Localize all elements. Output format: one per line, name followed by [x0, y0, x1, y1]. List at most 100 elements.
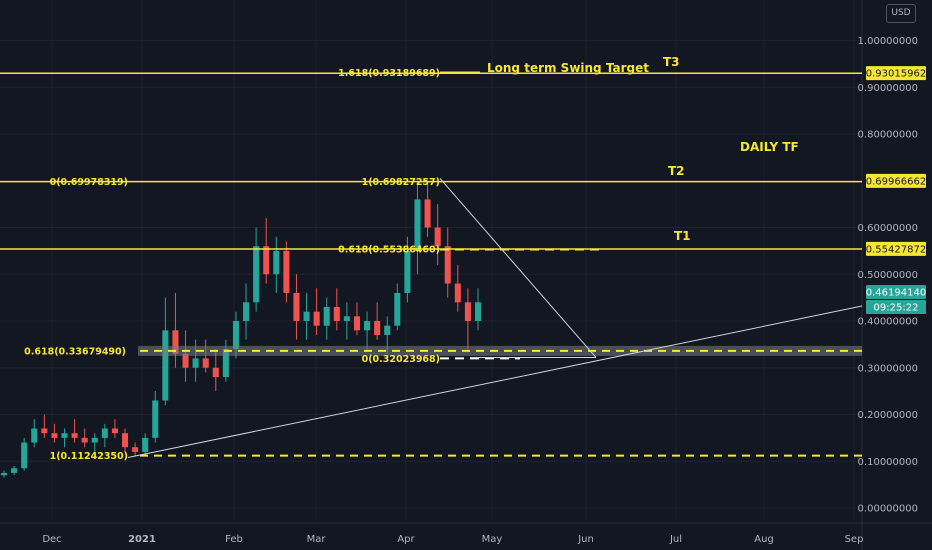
annotations: Long term Swing Target T3 DAILY TF T2 T1 [487, 55, 799, 243]
trend-line-rising [127, 305, 863, 458]
candle-body [152, 400, 159, 438]
y-tick-label: 0.30000000 [858, 363, 918, 374]
candle-body [323, 306, 330, 326]
candle-body [81, 437, 88, 443]
candle-body [142, 437, 149, 452]
candle-body [303, 311, 310, 321]
candle-body [404, 250, 411, 293]
candle-body [222, 349, 229, 378]
candle-body [172, 330, 179, 354]
price-label-box [866, 241, 926, 256]
annotation-label: Long term Swing Target [487, 61, 649, 75]
y-tick-label: 1.00000000 [858, 36, 918, 47]
candle-body [71, 433, 78, 438]
y-tick-label: 0.90000000 [858, 83, 918, 94]
candle-body [192, 358, 199, 368]
candle-body [232, 321, 239, 350]
candle-body [414, 199, 421, 251]
candle-body [364, 321, 371, 331]
price-label-text: 0.93015962 [866, 69, 926, 80]
candle-body [444, 246, 451, 284]
x-axis: Dec 2021 Feb Mar Apr May Jun Jul Aug Sep [42, 534, 863, 545]
annotation-label: DAILY TF [740, 140, 799, 154]
fib-label: 1(0.11242350) [50, 451, 128, 462]
currency-badge[interactable]: USD [886, 4, 916, 23]
trend-line-falling [439, 178, 597, 358]
candles [0, 180, 482, 478]
x-tick-label: Jul [669, 534, 682, 545]
price-label-text: 0.46194140 [866, 288, 926, 299]
candle-body [464, 302, 471, 321]
annotation-label: T1 [674, 229, 691, 243]
price-label-box [866, 173, 926, 188]
candle-body [243, 302, 250, 321]
candle-body [51, 433, 58, 438]
price-label-text: 0.69966662 [866, 176, 926, 187]
candle-body [293, 292, 300, 321]
annotation-label: T2 [668, 164, 685, 178]
fib-label: 0.618(0.55386460) [338, 245, 440, 256]
trend-lines [127, 178, 863, 458]
candle-body [132, 447, 139, 452]
candle-body [333, 306, 340, 321]
support-zone [138, 345, 862, 356]
y-tick-label: 0.60000000 [858, 223, 918, 234]
candle-body [263, 246, 270, 275]
x-tick-label: Apr [397, 534, 415, 545]
candle-body [273, 250, 280, 275]
x-tick-label: Dec [42, 534, 61, 545]
candle-body [353, 316, 361, 331]
fib-label: 0(0.32023968) [362, 354, 440, 365]
y-tick-label: 0.40000000 [858, 317, 918, 328]
price-label-box [866, 299, 926, 314]
price-label-box [866, 285, 926, 300]
fib-label: 1.618(0.93189689) [338, 68, 440, 79]
price-labels: 0.93015962 0.69966662 0.55427872 0.46194140… [866, 66, 926, 314]
candle-body [182, 353, 189, 368]
candle-body [474, 302, 482, 321]
price-label-text: 0.55427872 [866, 244, 926, 255]
candle-body [212, 367, 219, 378]
candle-body [121, 433, 129, 448]
x-tick-label: Aug [754, 534, 774, 545]
candle-body [162, 330, 169, 401]
x-tick-label: Feb [225, 534, 243, 545]
x-tick-label: Jun [577, 534, 594, 545]
candle-body [394, 292, 401, 326]
x-tick-label: Mar [307, 534, 327, 545]
candle-body [343, 316, 350, 321]
candle-body [41, 428, 48, 434]
candle-body [313, 311, 320, 326]
fib-label: 0(0.69978319) [50, 177, 128, 188]
y-tick-label: 0.10000000 [858, 457, 918, 468]
candle-body [91, 437, 98, 443]
candle-body [0, 472, 8, 476]
fib-labels: 1.618(0.93189689) 0(0.69978319) 1(0.698272… [24, 68, 440, 462]
annotation-label: T3 [663, 55, 680, 69]
candle-body [202, 358, 209, 368]
candle-body [424, 199, 431, 228]
x-tick-label: Sep [845, 534, 864, 545]
fib-label: 1(0.69827257) [362, 177, 440, 188]
candle-body [11, 468, 18, 473]
candle-body [283, 250, 290, 293]
y-tick-label: 0.00000000 [858, 504, 918, 515]
x-tick-label: 2021 [128, 534, 156, 545]
candle-body [31, 428, 38, 443]
candle-body [374, 321, 381, 336]
candle-body [434, 227, 441, 247]
horizontal-levels [0, 71, 862, 457]
candle-body [111, 428, 118, 434]
candle-body [61, 433, 68, 438]
candle-body [101, 428, 108, 438]
y-tick-label: 0.80000000 [858, 130, 918, 141]
y-axis: 1.00000000 0.90000000 0.80000000 0.60000000… [858, 36, 918, 515]
candle-body [384, 325, 391, 336]
y-tick-label: 0.20000000 [858, 410, 918, 421]
candle-body [21, 442, 28, 469]
candle-body [253, 246, 260, 303]
fib-label: 0.618(0.33679490) [24, 346, 126, 357]
